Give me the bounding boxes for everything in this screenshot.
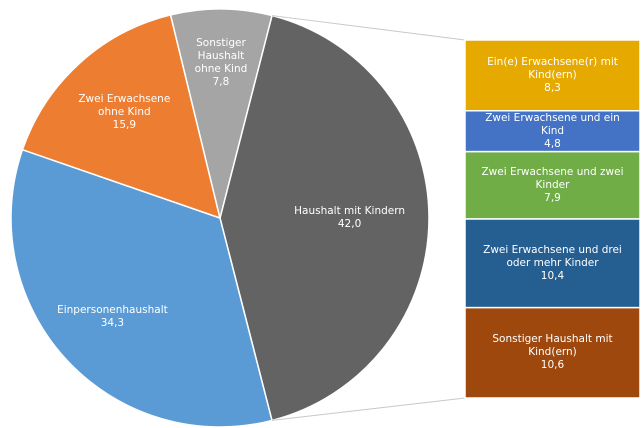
pie-slice [169, 8, 273, 219]
bar-segment [464, 39, 641, 112]
connector [271, 15, 466, 41]
category-label: Zwei Erwachsene und drei oder mehr Kinde… [483, 243, 622, 269]
data-label: 42,0 [337, 218, 362, 230]
bar-segment [464, 306, 641, 399]
bar-label: Sonstiger Haushalt mit Kind(ern) 10,6 [478, 309, 628, 397]
data-label: 34,3 [100, 317, 125, 330]
category-label: Haushalt mit Kindern [294, 205, 406, 217]
bar-label: Ein(e) Erwachsene(r) mit Kind(ern) 8,3 [478, 41, 628, 110]
category-label: Zwei Erwachsene und ein Kind [485, 111, 620, 137]
data-label: 10,4 [540, 269, 565, 282]
data-label: 7,9 [544, 191, 561, 204]
bar-label: Zwei Erwachsene und drei oder mehr Kinde… [478, 220, 628, 307]
pie-slice [219, 14, 430, 422]
data-label: 8,3 [544, 81, 561, 94]
slice-label: Einpersonenhaushalt 34,3 [47, 295, 177, 339]
data-label: 7,8 [212, 76, 230, 89]
category-label: Sonstiger Haushalt mit Kind(ern) [492, 333, 613, 359]
data-label: 4,8 [544, 137, 561, 150]
slice-label: Sonstiger Haushalt ohne Kind 7,8 [186, 37, 256, 88]
slice-label: Haushalt mit Kindern 42,0 [280, 196, 420, 240]
data-label: 10,6 [540, 359, 565, 372]
slice-label: Zwei Erwachsene ohne Kind 15,9 [69, 91, 179, 135]
category-label: Sonstiger Haushalt ohne Kind [194, 37, 248, 76]
pie-slice [21, 14, 222, 220]
pie-slice [10, 148, 273, 428]
bar-segment [464, 150, 641, 220]
bar-segment [464, 109, 641, 153]
category-label: Zwei Erwachsene und zwei Kinder [481, 165, 624, 191]
bar-label: Zwei Erwachsene und zwei Kinder 7,9 [478, 153, 628, 218]
bar-label: Zwei Erwachsene und ein Kind 4,8 [478, 112, 628, 151]
category-label: Einpersonenhaushalt [57, 304, 168, 317]
category-label: Zwei Erwachsene ohne Kind [78, 93, 171, 119]
connector [271, 397, 466, 421]
category-label: Ein(e) Erwachsene(r) mit Kind(ern) [487, 55, 618, 81]
bar-segment [464, 218, 641, 309]
data-label: 15,9 [112, 119, 137, 132]
